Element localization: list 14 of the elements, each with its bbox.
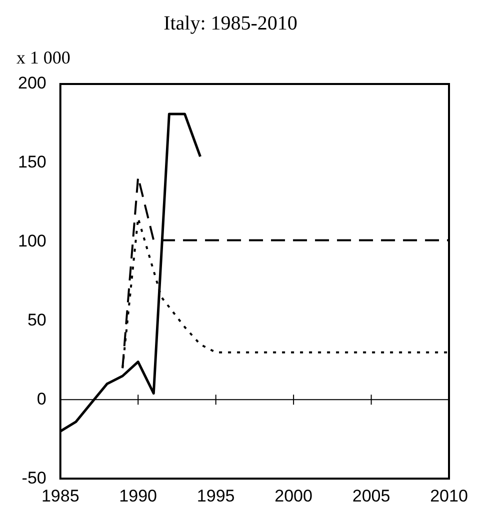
y-tick-label: 100 [18,232,46,251]
x-tick-label: 2005 [352,486,390,506]
x-tick-label: 1990 [119,486,158,506]
y-axis-title: x 1 000 [16,48,70,68]
chart-title: Italy: 1985-2010 [164,12,298,34]
y-tick-label: 50 [27,310,46,330]
y-tick-label: 150 [18,152,46,172]
y-tick-label: 0 [36,389,46,408]
y-tick-label: -50 [22,468,46,488]
x-tick-label: 1985 [41,486,80,506]
y-tick-label: 200 [18,74,46,93]
x-tick-label: 2010 [430,486,468,506]
x-tick-label: 1995 [196,486,235,506]
x-tick-label: 2000 [274,486,312,506]
